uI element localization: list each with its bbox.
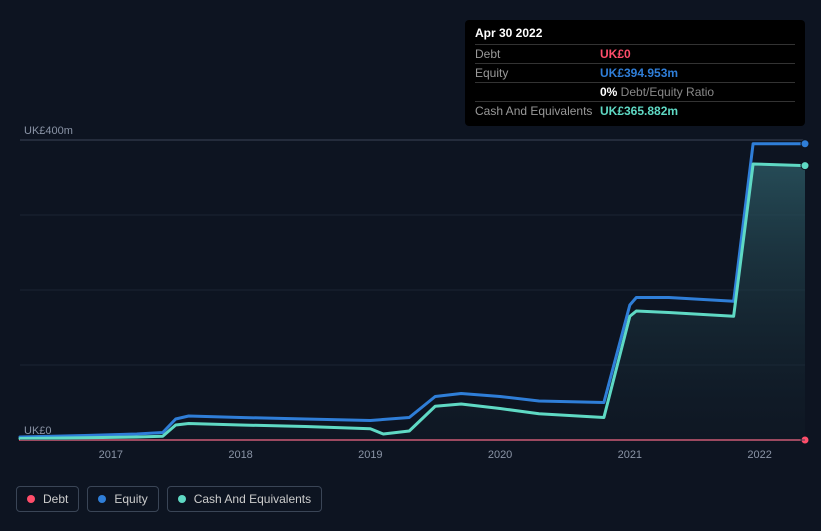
chart-legend: Debt Equity Cash And Equivalents: [16, 486, 322, 512]
tooltip-row: DebtUK£0: [475, 44, 795, 63]
svg-text:2019: 2019: [358, 449, 382, 461]
svg-text:2021: 2021: [618, 449, 642, 461]
chart-tooltip: Apr 30 2022 DebtUK£0EquityUK£394.953m0% …: [465, 20, 805, 126]
legend-dot-icon: [27, 495, 35, 503]
tooltip-row-label: Equity: [475, 66, 600, 80]
tooltip-row-value: 0% Debt/Equity Ratio: [600, 85, 714, 99]
svg-text:2020: 2020: [488, 449, 512, 461]
legend-item[interactable]: Cash And Equivalents: [167, 486, 322, 512]
svg-text:UK£400m: UK£400m: [24, 125, 73, 137]
legend-item-label: Debt: [43, 492, 68, 506]
tooltip-row-value: UK£0: [600, 47, 631, 61]
tooltip-row: Cash And EquivalentsUK£365.882m: [475, 101, 795, 120]
svg-text:2022: 2022: [747, 449, 771, 461]
legend-item-label: Equity: [114, 492, 147, 506]
legend-item-label: Cash And Equivalents: [194, 492, 311, 506]
tooltip-row-label: [475, 85, 600, 99]
legend-item[interactable]: Debt: [16, 486, 79, 512]
legend-item[interactable]: Equity: [87, 486, 158, 512]
tooltip-row-value: UK£394.953m: [600, 66, 678, 80]
svg-text:2018: 2018: [228, 449, 252, 461]
tooltip-row-label: Cash And Equivalents: [475, 104, 600, 118]
legend-dot-icon: [178, 495, 186, 503]
svg-text:2017: 2017: [99, 449, 123, 461]
tooltip-title: Apr 30 2022: [475, 26, 795, 44]
tooltip-row: EquityUK£394.953m: [475, 63, 795, 82]
tooltip-row: 0% Debt/Equity Ratio: [475, 82, 795, 101]
tooltip-row-value: UK£365.882m: [600, 104, 678, 118]
legend-dot-icon: [98, 495, 106, 503]
tooltip-row-label: Debt: [475, 47, 600, 61]
